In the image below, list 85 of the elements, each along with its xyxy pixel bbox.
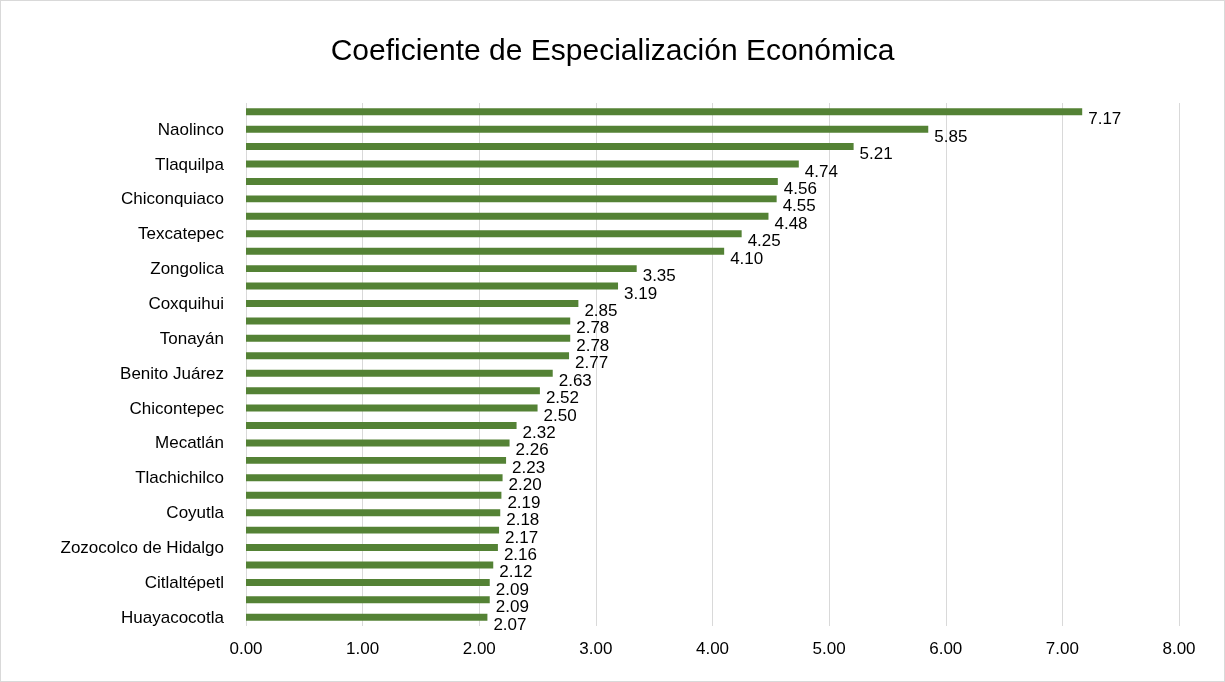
y-tick-label: Huayacocotla	[120, 607, 225, 627]
data-label: 2.20	[508, 475, 542, 495]
data-label: 4.10	[730, 248, 764, 268]
data-label: 2.07	[493, 614, 527, 634]
y-tick-label: Chicontepec	[129, 398, 225, 418]
bar	[246, 177, 778, 185]
data-label: 2.50	[543, 405, 577, 425]
bar	[246, 596, 490, 604]
data-label: 2.26	[515, 440, 549, 460]
y-tick-label: Coyutla	[166, 503, 225, 523]
data-label: 4.55	[782, 196, 816, 216]
data-label: 2.23	[512, 457, 546, 477]
data-label: 2.63	[558, 370, 592, 390]
bar	[246, 404, 538, 412]
bar	[246, 369, 553, 377]
bar	[246, 230, 742, 238]
x-tick-label: 7.00	[1045, 639, 1079, 658]
y-tick-label: Citlaltépetl	[144, 572, 224, 592]
data-label: 2.52	[545, 388, 579, 408]
data-label: 7.17	[1088, 109, 1122, 129]
y-tick-label: Zongolica	[150, 259, 225, 279]
y-tick-label: Benito Juárez	[120, 363, 224, 383]
data-label: 2.19	[507, 492, 541, 512]
bar	[246, 544, 498, 552]
y-tick-label: Texcatepec	[138, 224, 225, 244]
y-tick-label: Tlaquilpa	[155, 154, 225, 174]
data-label: 2.78	[576, 335, 610, 355]
bar	[246, 108, 1083, 116]
x-tick-label: 0.00	[229, 639, 263, 658]
bar	[246, 509, 501, 517]
data-label: 2.12	[499, 562, 533, 582]
bar	[246, 317, 571, 325]
x-tick-label: 2.00	[462, 639, 496, 658]
x-tick-label: 1.00	[346, 639, 380, 658]
bar	[246, 387, 540, 395]
chart-title: Coeficiente de Especialización Económica	[330, 32, 895, 66]
bar	[246, 561, 494, 569]
bar	[246, 334, 571, 342]
y-tick-label: Coxquihui	[148, 293, 224, 313]
data-label: 2.78	[576, 318, 610, 338]
bar	[246, 526, 500, 534]
bar	[246, 439, 510, 447]
data-label: 3.35	[642, 266, 676, 286]
bar	[246, 578, 490, 586]
x-tick-label: 3.00	[579, 639, 613, 658]
bar	[246, 247, 725, 255]
bar	[246, 422, 517, 429]
x-tick-label: 8.00	[1162, 639, 1196, 658]
data-label: 2.09	[495, 579, 529, 599]
y-tick-label: Mecatlán	[155, 433, 224, 453]
data-label: 4.56	[783, 178, 817, 198]
y-tick-label: Zozocolco de Hidalgo	[60, 538, 224, 558]
x-tick-label: 4.00	[695, 639, 730, 658]
data-label: 2.16	[503, 545, 537, 565]
data-label: 2.85	[584, 300, 618, 320]
data-label: 4.74	[804, 161, 838, 181]
y-tick-label: Chiconquiaco	[120, 189, 224, 209]
data-label: 2.09	[495, 597, 529, 617]
y-tick-label: Tonayán	[159, 328, 224, 348]
data-label: 2.32	[522, 423, 556, 443]
data-label: 4.25	[747, 231, 781, 251]
bar	[246, 125, 929, 133]
bar	[246, 300, 579, 307]
x-tick-label: 6.00	[929, 639, 963, 658]
bar	[246, 491, 502, 499]
bar	[246, 265, 637, 273]
x-tick-label: 5.00	[812, 639, 846, 658]
bar	[246, 613, 488, 621]
data-label: 4.48	[774, 213, 808, 233]
bar	[246, 456, 507, 464]
bar	[246, 195, 777, 203]
data-label: 2.18	[506, 510, 540, 530]
y-tick-label: Tlachichilco	[135, 468, 224, 488]
bar	[246, 474, 503, 482]
bar	[246, 160, 799, 168]
data-label: 5.21	[859, 144, 893, 164]
data-label: 3.19	[624, 283, 658, 303]
bar	[246, 352, 570, 360]
y-tick-label: Naolinco	[157, 119, 224, 139]
data-label: 5.85	[934, 126, 968, 146]
bar	[246, 212, 769, 220]
bar	[246, 282, 619, 290]
data-label: 2.17	[505, 527, 539, 547]
bar	[246, 143, 854, 151]
data-label: 2.77	[575, 353, 609, 373]
